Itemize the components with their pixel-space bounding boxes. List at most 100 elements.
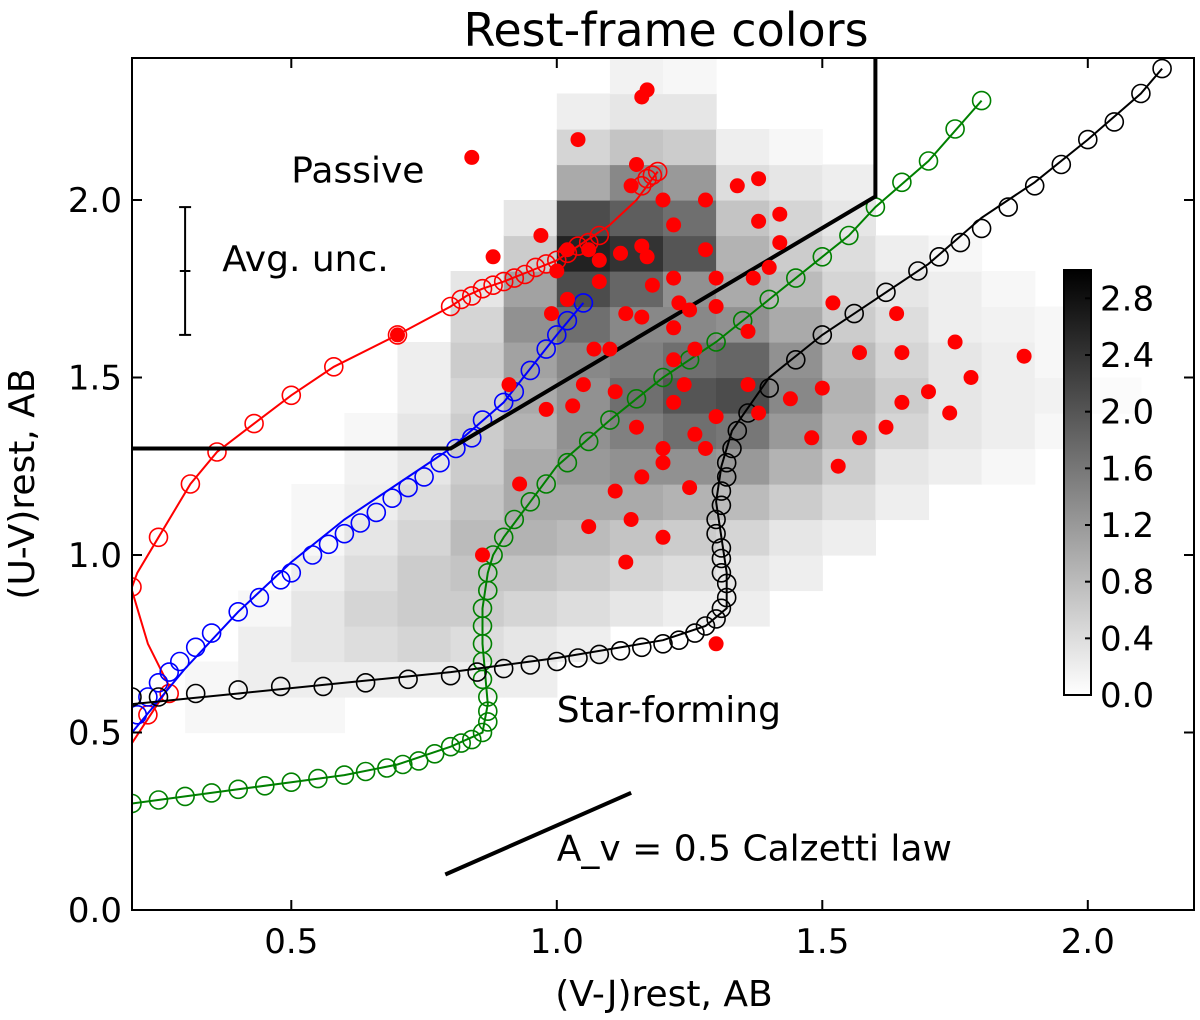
green-track-marker: [759, 289, 780, 310]
blue-track-marker: [249, 587, 270, 608]
blue-track-marker: [382, 488, 403, 509]
plot-frame: [131, 57, 1195, 911]
blue-track-marker: [138, 687, 158, 707]
x-axis-label: (V-J)rest, AB: [555, 974, 772, 1015]
galaxy-point: [607, 483, 623, 499]
blue-track-marker: [430, 452, 450, 473]
density-cell: [609, 200, 664, 237]
density-cell: [822, 519, 876, 556]
density-cell: [981, 271, 1036, 308]
density-heatmap: [185, 58, 1142, 734]
galaxy-point: [634, 238, 650, 254]
density-cell: [503, 342, 558, 379]
density-cell: [822, 448, 876, 485]
blue-track-line: [132, 302, 585, 734]
density-cell: [291, 626, 345, 663]
galaxy-point: [687, 341, 703, 357]
galaxy-point: [963, 370, 979, 385]
green-track-marker: [918, 151, 939, 171]
green-track-marker: [334, 765, 355, 785]
blue-track-marker: [302, 545, 323, 565]
galaxy-point: [804, 430, 820, 446]
green-track-marker: [377, 758, 397, 778]
black-track-marker: [631, 637, 652, 658]
black-track-marker: [876, 282, 896, 303]
blue-track-marker: [201, 623, 222, 643]
green-track-marker: [355, 761, 376, 782]
galaxy-point: [575, 377, 591, 393]
density-cell: [450, 626, 505, 663]
galaxy-point: [501, 377, 517, 393]
colorbar: 0.0 0.4 0.8 1.2 1.6 2.0 2.4 2.8: [1063, 269, 1154, 716]
green-track-marker: [536, 474, 557, 494]
colorbar-tick-label: 2.4: [1100, 336, 1154, 376]
blue-track-marker: [493, 392, 514, 413]
blue-track-marker: [557, 310, 578, 331]
green-track-line: [132, 99, 983, 805]
galaxy-point: [889, 306, 905, 322]
black-track-marker: [610, 640, 631, 661]
chart-title: Rest-frame colors: [463, 3, 868, 57]
green-track-marker: [281, 772, 302, 793]
density-cell: [609, 555, 664, 592]
red-track-marker: [637, 168, 657, 189]
blue-track-marker: [350, 513, 371, 533]
red-track-marker: [525, 257, 546, 278]
galaxy-point: [708, 299, 724, 314]
density-cell: [397, 555, 452, 592]
galaxy-point: [464, 149, 480, 165]
galaxy-point: [942, 405, 958, 421]
density-cell: [981, 413, 1036, 450]
density-cell: [238, 697, 292, 734]
density-cell: [822, 164, 876, 201]
density-cell: [928, 448, 983, 485]
density-cell: [769, 484, 823, 521]
colorbar-tick-label: 2.0: [1100, 393, 1154, 433]
density-cell: [344, 555, 399, 592]
galaxy-point: [782, 391, 798, 407]
red-track-marker: [483, 275, 503, 296]
blue-track-marker: [159, 662, 179, 682]
density-cell: [1087, 377, 1142, 414]
green-track-marker: [308, 768, 328, 789]
colorbar-gradient: [1063, 269, 1092, 696]
model-tracks: [132, 58, 1172, 814]
black-track-marker: [908, 261, 928, 281]
black-track-marker: [1051, 154, 1072, 175]
black-track-marker: [1104, 112, 1125, 132]
green-track-marker: [557, 452, 578, 473]
density-cell: [450, 342, 505, 379]
black-track-marker: [711, 548, 732, 569]
green-track-marker: [600, 410, 620, 430]
green-track: [132, 90, 992, 814]
density-cell: [450, 448, 505, 485]
colorbar-tick-label: 1.6: [1100, 449, 1154, 489]
density-cell: [716, 342, 770, 379]
density-cell: [609, 519, 664, 556]
density-cell: [556, 93, 611, 130]
galaxy-point: [607, 384, 623, 400]
galaxy-point: [565, 398, 581, 414]
red-track-marker: [493, 271, 514, 292]
density-cell: [875, 484, 930, 521]
black-track-marker: [706, 609, 726, 629]
galaxy-point: [729, 178, 745, 194]
red-track-marker: [148, 527, 169, 548]
galaxy-point: [751, 213, 767, 229]
green-track-marker: [461, 729, 482, 750]
green-track-marker: [578, 431, 599, 452]
density-cell: [450, 306, 505, 343]
galaxy-point: [947, 334, 963, 350]
red-track-marker: [461, 286, 482, 306]
passive-boundary-line: [132, 58, 878, 451]
density-cell: [981, 448, 1036, 485]
blue-track-marker: [270, 569, 291, 590]
red-track-marker: [387, 325, 408, 345]
y-tick-label: 0.5: [68, 714, 122, 754]
density-cell: [716, 129, 770, 166]
black-track-marker: [132, 687, 142, 707]
colorbar-tick-label: 0.0: [1100, 676, 1154, 716]
density-cell: [769, 129, 823, 166]
galaxy-point: [852, 345, 867, 361]
galaxy-point: [613, 245, 628, 261]
